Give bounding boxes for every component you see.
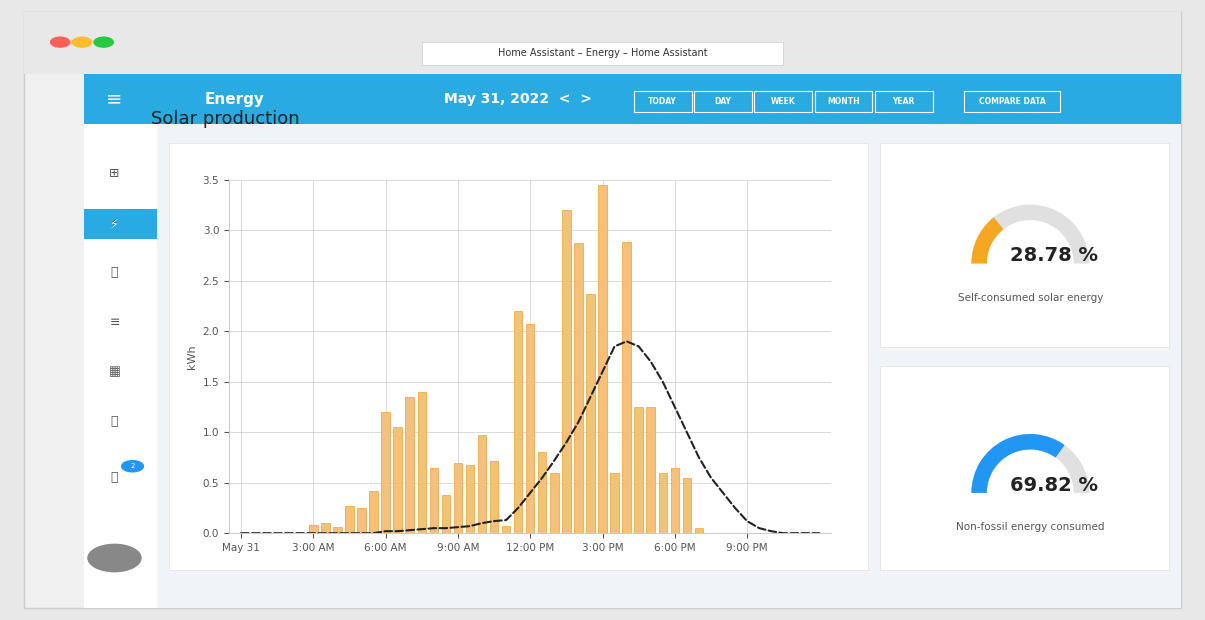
Bar <box>453 463 463 533</box>
Text: ≡: ≡ <box>110 316 119 329</box>
Bar <box>418 392 427 533</box>
Bar <box>598 185 606 533</box>
Text: 📅: 📅 <box>111 415 118 428</box>
Wedge shape <box>971 434 1065 493</box>
Bar <box>875 91 933 112</box>
Bar <box>84 209 157 239</box>
Bar <box>537 453 546 533</box>
Bar <box>441 495 451 533</box>
Text: 👤: 👤 <box>111 267 118 279</box>
Bar <box>574 244 582 533</box>
Text: MONTH: MONTH <box>827 97 860 105</box>
Bar <box>549 472 558 533</box>
Bar <box>647 407 656 533</box>
Circle shape <box>72 37 92 47</box>
Wedge shape <box>971 434 1089 493</box>
Text: Self-consumed solar energy: Self-consumed solar energy <box>958 293 1103 303</box>
Bar <box>477 435 487 533</box>
Bar <box>321 523 329 533</box>
Bar <box>622 242 631 533</box>
Wedge shape <box>971 205 1089 264</box>
Bar <box>429 467 439 533</box>
Text: TODAY: TODAY <box>648 97 677 105</box>
Text: WEEK: WEEK <box>771 97 795 105</box>
Bar <box>610 472 619 533</box>
Bar <box>382 412 390 533</box>
Bar <box>658 472 668 533</box>
Bar <box>634 91 692 112</box>
Text: Solar production: Solar production <box>151 110 299 128</box>
Bar <box>964 91 1060 112</box>
Bar <box>501 526 511 533</box>
Bar <box>465 464 474 533</box>
Circle shape <box>122 461 143 472</box>
Circle shape <box>94 37 113 47</box>
Text: Home Assistant – Energy – Home Assistant: Home Assistant – Energy – Home Assistant <box>498 48 707 58</box>
Bar <box>24 12 1181 74</box>
Bar <box>754 91 812 112</box>
Bar <box>489 461 499 533</box>
Circle shape <box>51 37 70 47</box>
Bar <box>333 527 342 533</box>
Bar <box>393 427 402 533</box>
Text: COMPARE DATA: COMPARE DATA <box>978 97 1046 105</box>
Text: ▦: ▦ <box>108 366 121 378</box>
Bar <box>634 407 643 533</box>
Bar <box>880 143 1169 347</box>
Bar <box>815 91 872 112</box>
Text: DAY: DAY <box>715 97 731 105</box>
Bar <box>670 467 680 533</box>
Bar <box>587 294 595 533</box>
Wedge shape <box>971 217 1004 264</box>
Bar <box>880 366 1169 570</box>
Y-axis label: kWh: kWh <box>187 344 198 369</box>
Text: ≡: ≡ <box>106 90 123 108</box>
Text: ⚡: ⚡ <box>110 218 119 230</box>
Bar <box>694 91 752 112</box>
Text: Energy: Energy <box>205 92 265 107</box>
Text: 28.78 %: 28.78 % <box>1010 246 1098 265</box>
Bar <box>84 74 1181 124</box>
Text: ⚡: ⚡ <box>110 217 119 229</box>
Text: 2: 2 <box>130 463 135 469</box>
Bar <box>308 525 317 533</box>
Bar <box>422 42 783 65</box>
Bar <box>694 528 704 533</box>
Bar <box>346 506 354 533</box>
Text: ⊞: ⊞ <box>110 167 119 180</box>
Circle shape <box>88 544 141 572</box>
Text: Non-fossil energy consumed: Non-fossil energy consumed <box>956 522 1105 532</box>
Bar <box>682 477 692 533</box>
Bar <box>358 508 366 533</box>
Text: YEAR: YEAR <box>893 97 915 105</box>
Bar <box>513 311 522 533</box>
Text: 69.82 %: 69.82 % <box>1010 476 1098 495</box>
Text: 🔔: 🔔 <box>111 471 118 484</box>
Bar <box>527 324 535 533</box>
Bar <box>157 124 1181 608</box>
Bar <box>369 491 378 533</box>
Bar <box>405 397 415 533</box>
Bar <box>84 124 157 608</box>
Bar <box>169 143 868 570</box>
Bar <box>562 210 570 533</box>
Text: May 31, 2022  <  >: May 31, 2022 < > <box>445 92 592 106</box>
